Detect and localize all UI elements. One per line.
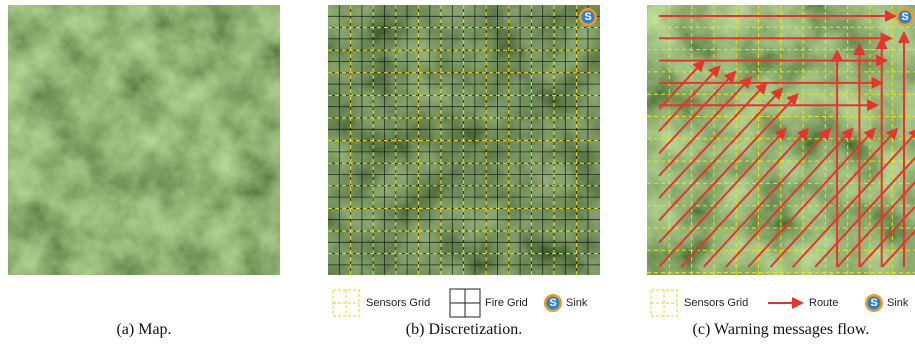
sensors-grid-icon bbox=[333, 290, 359, 316]
caption: (c) Warning messages flow. bbox=[693, 321, 870, 338]
sink-icon: S bbox=[579, 8, 597, 26]
legend-label: Fire Grid bbox=[485, 297, 528, 309]
map-image bbox=[8, 5, 280, 275]
legend-label: Sensors Grid bbox=[366, 297, 430, 309]
legend-label: Sensors Grid bbox=[684, 297, 748, 309]
sink-symbol: S bbox=[901, 11, 908, 23]
fire-grid-icon bbox=[450, 289, 480, 317]
legend: Sensors Grid Fire Grid S Sink bbox=[333, 289, 588, 317]
legend: Sensors Grid Route S Sink bbox=[651, 290, 909, 316]
caption: (a) Map. bbox=[116, 321, 171, 338]
sink-symbol: S bbox=[584, 11, 591, 23]
sensors-grid-icon bbox=[651, 290, 677, 316]
legend-label: Route bbox=[809, 297, 838, 309]
sink-symbol: S bbox=[549, 297, 556, 309]
legend-label: Sink bbox=[566, 297, 588, 309]
caption: (b) Discretization. bbox=[406, 321, 522, 338]
sink-icon: S bbox=[896, 8, 914, 26]
sink-symbol: S bbox=[870, 297, 877, 309]
figure: S S Sensors Grid Fire Grid S Sink Sensor… bbox=[0, 0, 915, 345]
legend-label: Sink bbox=[887, 297, 909, 309]
